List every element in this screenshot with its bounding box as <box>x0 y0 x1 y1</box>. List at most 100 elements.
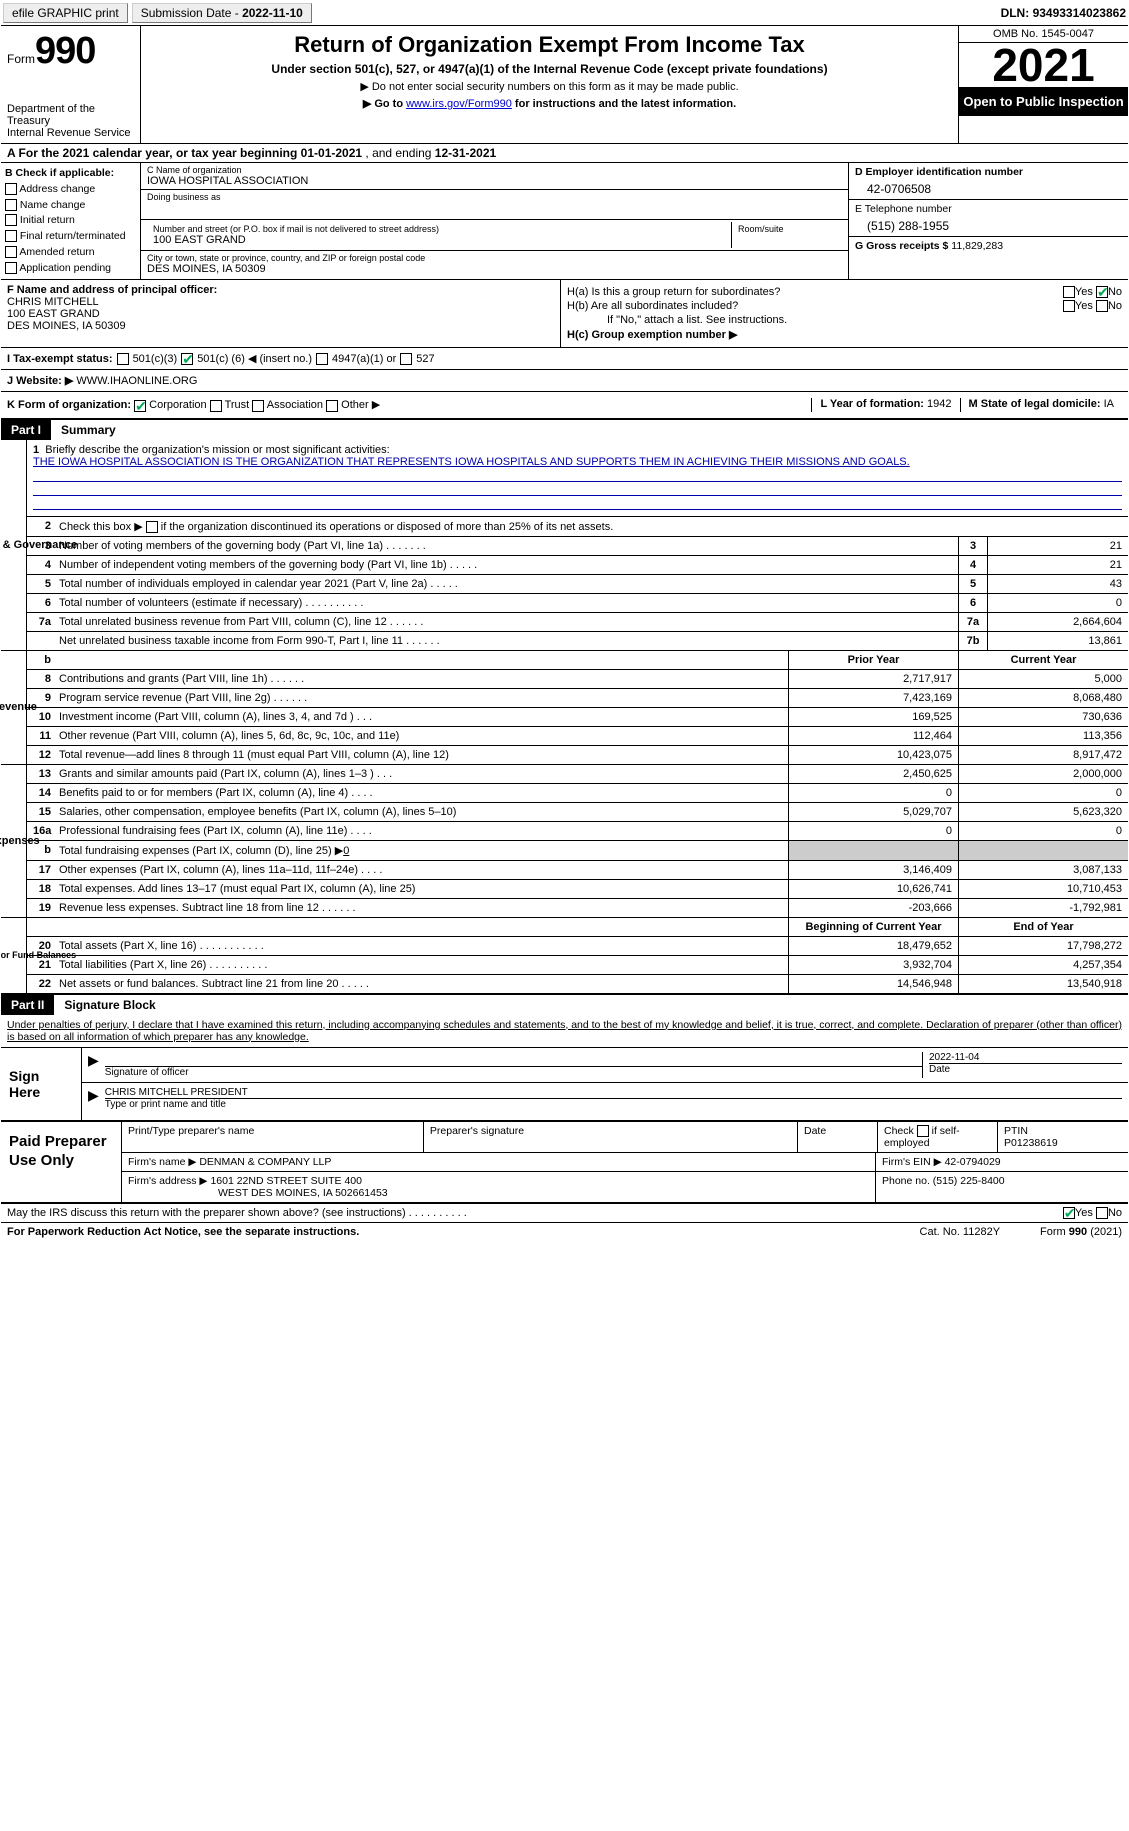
perjury-declaration: Under penalties of perjury, I declare th… <box>1 1015 1128 1047</box>
org-form-row: K Form of organization: Corporation Trus… <box>1 392 1128 419</box>
form-subtitle: Under section 501(c), 527, or 4947(a)(1)… <box>149 62 950 76</box>
summary-row: 5Total number of individuals employed in… <box>27 575 1128 594</box>
summary-row: 11Other revenue (Part VIII, column (A), … <box>27 727 1128 746</box>
summary-row: 18Total expenses. Add lines 13–17 (must … <box>27 880 1128 899</box>
summary-row: Net unrelated business taxable income fr… <box>27 632 1128 650</box>
col-b-checkboxes: B Check if applicable: Address change Na… <box>1 163 141 279</box>
dept-irs: Internal Revenue Service <box>7 127 134 139</box>
h-b-note: If "No," attach a list. See instructions… <box>567 314 1122 326</box>
checkbox-discontinued[interactable] <box>146 521 158 533</box>
org-name-label: C Name of organization <box>147 165 842 175</box>
room-suite-label: Room/suite <box>738 224 836 234</box>
preparer-sig-label: Preparer's signature <box>424 1122 798 1152</box>
gross-receipts-label: G Gross receipts $ <box>855 240 951 252</box>
side-label-revenue: Revenue <box>0 701 36 713</box>
discuss-with-preparer-row: May the IRS discuss this return with the… <box>1 1204 1128 1223</box>
paid-preparer-label: Paid Preparer Use Only <box>1 1122 121 1202</box>
checkbox-initial-return[interactable] <box>5 214 17 226</box>
checkbox-final-return[interactable] <box>5 230 17 242</box>
summary-row: 9Program service revenue (Part VIII, lin… <box>27 689 1128 708</box>
preparer-date-label: Date <box>798 1122 878 1152</box>
open-to-public-inspection: Open to Public Inspection <box>959 88 1128 116</box>
firm-addr2: WEST DES MOINES, IA 502661453 <box>128 1187 388 1199</box>
dept-treasury: Department of the Treasury <box>7 103 134 127</box>
summary-row: 17Other expenses (Part IX, column (A), l… <box>27 861 1128 880</box>
h-c-row: H(c) Group exemption number ▶ <box>567 328 1122 341</box>
ha-yes-checkbox[interactable] <box>1063 286 1075 298</box>
calendar-year-row: A For the 2021 calendar year, or tax yea… <box>1 144 1128 163</box>
checkbox-application-pending[interactable] <box>5 262 17 274</box>
telephone-label: E Telephone number <box>855 203 952 215</box>
summary-row: 4Number of independent voting members of… <box>27 556 1128 575</box>
summary-row: 14Benefits paid to or for members (Part … <box>27 784 1128 803</box>
part-2-header: Part IISignature Block <box>1 995 1128 1015</box>
checkbox-self-employed[interactable] <box>917 1125 929 1137</box>
checkbox-other[interactable] <box>326 400 338 412</box>
summary-row: 7aTotal unrelated business revenue from … <box>27 613 1128 632</box>
arrow-icon: ▶ <box>88 1052 99 1078</box>
tax-exempt-row: I Tax-exempt status: 501(c)(3) 501(c) ( … <box>1 348 1128 370</box>
submission-date-label: Submission Date - <box>141 6 242 20</box>
efile-print-button[interactable]: efile GRAPHIC print <box>3 3 128 23</box>
self-employed-label: Check if self-employed <box>878 1122 998 1152</box>
checkbox-address-change[interactable] <box>5 183 17 195</box>
summary-row: 10Investment income (Part VIII, column (… <box>27 708 1128 727</box>
hb-no-checkbox[interactable] <box>1096 300 1108 312</box>
gross-receipts-value: 11,829,283 <box>951 240 1003 252</box>
summary-row: 6Total number of volunteers (estimate if… <box>27 594 1128 613</box>
checkbox-amended-return[interactable] <box>5 246 17 258</box>
city-label: City or town, state or province, country… <box>147 253 842 263</box>
checkbox-501c3[interactable] <box>117 353 129 365</box>
ha-no-checkbox[interactable] <box>1096 286 1108 298</box>
checkbox-trust[interactable] <box>210 400 222 412</box>
street-address: 100 EAST GRAND <box>153 234 725 246</box>
h-a-row: H(a) Is this a group return for subordin… <box>567 286 1122 298</box>
form-note-2: ▶ Go to www.irs.gov/Form990 for instruct… <box>149 97 950 110</box>
signature-date: 2022-11-04 <box>929 1052 1122 1063</box>
prior-year-header: Prior Year <box>788 651 958 669</box>
checkbox-corporation[interactable] <box>134 400 146 412</box>
summary-section: Activities & Governance 1 Briefly descri… <box>1 440 1128 995</box>
discuss-yes-checkbox[interactable] <box>1063 1207 1075 1219</box>
col-c-org-info: C Name of organization IOWA HOSPITAL ASS… <box>141 163 848 279</box>
checkbox-4947[interactable] <box>316 353 328 365</box>
state-domicile: IA <box>1104 398 1114 410</box>
date-label: Date <box>929 1063 1122 1075</box>
top-bar: efile GRAPHIC print Submission Date - 20… <box>1 1 1128 26</box>
checkbox-527[interactable] <box>400 353 412 365</box>
summary-row: 15Salaries, other compensation, employee… <box>27 803 1128 822</box>
summary-row: bTotal fundraising expenses (Part IX, co… <box>27 841 1128 861</box>
footer: For Paperwork Reduction Act Notice, see … <box>1 1223 1128 1241</box>
beginning-year-header: Beginning of Current Year <box>788 918 958 936</box>
ein-value: 42-0706508 <box>855 182 1122 196</box>
arrow-icon: ▶ <box>88 1087 99 1110</box>
hb-yes-checkbox[interactable] <box>1063 300 1075 312</box>
summary-row: 3Number of voting members of the governi… <box>27 537 1128 556</box>
website-row: J Website: ▶ WWW.IHAONLINE.ORG <box>1 370 1128 392</box>
year-formation: 1942 <box>927 398 951 410</box>
submission-date-button[interactable]: Submission Date - 2022-11-10 <box>132 3 312 23</box>
summary-row: 12Total revenue—add lines 8 through 11 (… <box>27 746 1128 764</box>
submission-date-value: 2022-11-10 <box>242 6 303 20</box>
form-header: Form990 Department of the Treasury Inter… <box>1 26 1128 144</box>
irs-link[interactable]: www.irs.gov/Form990 <box>406 98 512 110</box>
discuss-no-checkbox[interactable] <box>1096 1207 1108 1219</box>
dba-label: Doing business as <box>147 192 842 202</box>
line-2: Check this box ▶ if the organization dis… <box>57 517 1128 536</box>
ptin-value: P01238619 <box>1004 1137 1058 1149</box>
officer-addr1: 100 EAST GRAND <box>7 308 100 320</box>
summary-row: 20Total assets (Part X, line 16) . . . .… <box>27 937 1128 956</box>
checkbox-501c[interactable] <box>181 353 193 365</box>
summary-row: 13Grants and similar amounts paid (Part … <box>27 765 1128 784</box>
form-page-ref: Form 990 (2021) <box>1040 1226 1122 1238</box>
officer-addr2: DES MOINES, IA 50309 <box>7 320 126 332</box>
officer-name-title: CHRIS MITCHELL PRESIDENT <box>105 1087 1122 1098</box>
summary-row: 22Net assets or fund balances. Subtract … <box>27 975 1128 993</box>
mission-block: 1 Briefly describe the organization's mi… <box>27 440 1128 516</box>
checkbox-association[interactable] <box>252 400 264 412</box>
pra-notice: For Paperwork Reduction Act Notice, see … <box>7 1226 359 1238</box>
checkbox-name-change[interactable] <box>5 199 17 211</box>
form-note-1: ▶ Do not enter social security numbers o… <box>149 80 950 93</box>
summary-row: 19Revenue less expenses. Subtract line 1… <box>27 899 1128 917</box>
firm-addr1: 1601 22ND STREET SUITE 400 <box>210 1175 362 1187</box>
